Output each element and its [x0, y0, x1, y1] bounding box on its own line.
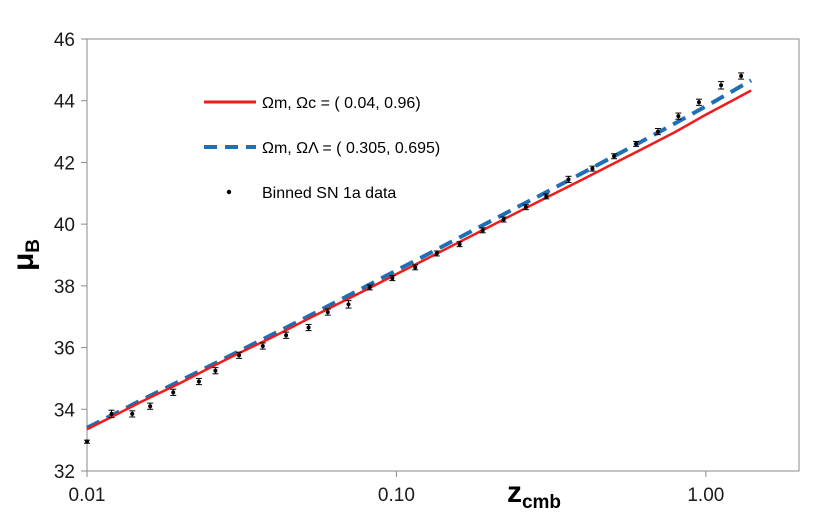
data-marker-23	[590, 166, 595, 171]
data-point-30	[738, 72, 745, 80]
x-axis-title-main: z	[507, 476, 522, 509]
data-marker-27	[676, 114, 681, 119]
data-marker-5	[196, 379, 201, 384]
data-point-29	[718, 81, 725, 90]
data-marker-28	[696, 100, 701, 105]
x-axis: 0.01 0.10 1.00	[69, 471, 724, 506]
legend: Ωm, Ωc = ( 0.04, 0.96) Ωm, ΩΛ = ( 0.305,…	[204, 95, 440, 202]
data-point-26	[654, 127, 661, 136]
y-axis-title: μB	[7, 239, 44, 271]
y-tick-label-3: 38	[54, 277, 75, 298]
y-tick-label-4: 40	[54, 215, 75, 236]
x-tick-label-2: 1.00	[687, 485, 724, 506]
data-marker-12	[346, 302, 351, 307]
data-marker-2	[130, 411, 135, 416]
data-point-8	[259, 342, 266, 350]
y-tick-label-2: 36	[54, 339, 75, 360]
data-point-16	[433, 250, 440, 257]
svg-text:zcmb: zcmb	[507, 476, 561, 513]
data-marker-20	[523, 205, 528, 210]
data-marker-21	[544, 194, 549, 199]
data-point-6	[212, 367, 219, 375]
y-axis-title-main: μ	[7, 253, 40, 271]
data-point-23	[589, 165, 596, 172]
data-point-11	[324, 308, 331, 316]
data-point-20	[522, 204, 529, 211]
data-point-12	[345, 300, 352, 309]
data-point-2	[129, 410, 136, 418]
plot-frame	[86, 38, 800, 472]
data-point-5	[195, 377, 202, 386]
data-point-3	[147, 402, 154, 410]
data-point-27	[675, 112, 682, 120]
data-marker-8	[260, 344, 265, 349]
data-marker-17	[457, 242, 462, 247]
x-tick-label-0: 0.01	[69, 485, 106, 506]
data-marker-10	[306, 325, 311, 330]
data-marker-18	[480, 228, 485, 233]
data-marker-19	[501, 217, 506, 222]
data-point-21	[543, 193, 550, 200]
data-marker-30	[739, 74, 744, 79]
data-marker-7	[237, 353, 242, 358]
series-layer	[86, 78, 753, 431]
x-axis-title: zcmb	[507, 476, 561, 513]
data-marker-1	[109, 411, 114, 416]
data-point-7	[236, 351, 243, 359]
data-marker-4	[171, 390, 176, 395]
data-marker-9	[284, 333, 289, 338]
data-marker-6	[213, 368, 218, 373]
legend-swatch-binned-data	[226, 189, 232, 195]
y-tick-label-0: 32	[54, 462, 75, 483]
series-line-0	[86, 89, 752, 431]
data-marker-24	[612, 154, 617, 159]
y-axis-title-sub: B	[23, 239, 44, 253]
data-marker-22	[566, 177, 571, 182]
data-point-0	[84, 439, 90, 444]
data-marker-29	[719, 83, 724, 88]
y-tick-label-1: 34	[54, 400, 76, 421]
data-point-18	[479, 227, 486, 234]
data-point-17	[456, 241, 463, 248]
data-marker-14	[390, 276, 395, 281]
data-point-19	[500, 216, 507, 223]
data-point-13	[366, 284, 373, 291]
data-points-layer	[84, 72, 745, 444]
data-marker-15	[413, 265, 418, 270]
data-point-15	[412, 264, 419, 271]
data-point-1	[108, 409, 115, 419]
data-point-24	[611, 153, 618, 160]
data-point-4	[170, 388, 177, 396]
series-line-1	[86, 78, 753, 430]
data-point-14	[389, 275, 396, 282]
legend-label-omega-c: Ωm, Ωc = ( 0.04, 0.96)	[262, 95, 421, 112]
data-marker-11	[325, 310, 330, 315]
data-point-9	[283, 331, 290, 339]
y-axis: 32 34 36 38 40 42 44 46	[54, 30, 87, 483]
y-tick-label-7: 46	[54, 30, 75, 51]
y-tick-label-5: 42	[54, 153, 75, 174]
data-point-25	[633, 140, 640, 147]
data-marker-0	[85, 439, 89, 444]
data-point-10	[305, 323, 312, 332]
data-point-22	[565, 175, 572, 183]
y-tick-label-6: 44	[54, 92, 76, 113]
x-axis-title-sub: cmb	[522, 492, 561, 513]
legend-label-binned-data: Binned SN 1a data	[262, 185, 396, 202]
x-tick-label-1: 0.10	[378, 485, 415, 506]
data-marker-3	[148, 404, 153, 409]
data-point-28	[695, 98, 702, 106]
svg-text:μB: μB	[7, 239, 44, 271]
legend-label-omega-lambda: Ωm, ΩΛ = ( 0.305, 0.695)	[262, 140, 440, 157]
data-marker-16	[434, 251, 439, 256]
plot-area	[86, 38, 800, 472]
data-marker-25	[634, 141, 639, 146]
data-marker-26	[655, 129, 660, 134]
data-marker-13	[367, 285, 372, 290]
